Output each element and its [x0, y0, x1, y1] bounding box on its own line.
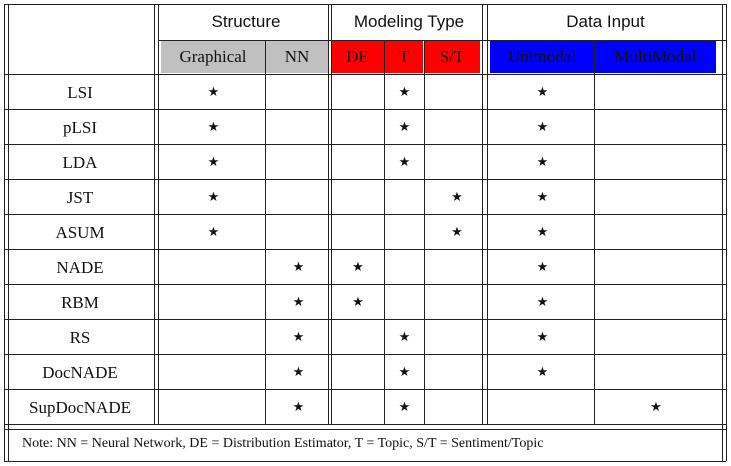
star-mark-icon: ★ [352, 295, 364, 310]
model-name: LSI [67, 82, 93, 102]
grid-line [4, 74, 726, 75]
grid-line [4, 354, 726, 355]
grid-line [4, 4, 5, 461]
star-mark-icon: ★ [207, 225, 220, 240]
grid-line [726, 4, 727, 461]
star-mark-icon: ★ [451, 225, 463, 240]
star-mark-icon: ★ [536, 190, 549, 205]
grid-line [4, 429, 726, 430]
grid-line [4, 424, 726, 425]
subheader-st: S/T [424, 41, 480, 73]
star-mark-icon: ★ [536, 85, 549, 100]
star-mark-icon: ★ [536, 365, 549, 380]
star-mark-icon: ★ [536, 330, 549, 345]
group-structure: Structure [211, 12, 281, 31]
grid-line [265, 40, 266, 425]
grid-line [4, 144, 726, 145]
star-mark-icon: ★ [650, 400, 662, 415]
subheader-t: T [385, 41, 423, 73]
grid-line [4, 461, 726, 462]
grid-line [4, 4, 726, 5]
model-name: RBM [61, 292, 99, 312]
star-mark-icon: ★ [292, 365, 305, 380]
star-mark-icon: ★ [536, 225, 549, 240]
model-name: SupDocNADE [29, 397, 131, 417]
star-mark-icon: ★ [398, 155, 411, 170]
model-name: DocNADE [42, 362, 118, 382]
grid-line [4, 319, 726, 320]
model-name: JST [66, 187, 94, 207]
model-name: NADE [56, 257, 104, 277]
star-mark-icon: ★ [451, 190, 463, 205]
star-mark-icon: ★ [207, 120, 220, 135]
star-mark-icon: ★ [398, 330, 411, 345]
grid-line [8, 4, 9, 461]
grid-line [594, 40, 595, 425]
grid-line [4, 389, 726, 390]
subheader-unimodal: Unimodal [490, 41, 594, 73]
group-modeling-type: Modeling Type [353, 12, 465, 31]
model-comparison-table: Structure Modeling Type Data Input Graph… [4, 4, 727, 462]
star-mark-icon: ★ [207, 85, 220, 100]
star-mark-icon: ★ [398, 365, 411, 380]
model-name: pLSI [63, 117, 97, 137]
star-mark-icon: ★ [536, 120, 549, 135]
grid-line [384, 40, 385, 425]
star-mark-icon: ★ [398, 400, 411, 415]
star-mark-icon: ★ [292, 330, 305, 345]
grid-line [424, 40, 425, 425]
grid-line [4, 214, 726, 215]
subheader-de: DE [331, 41, 384, 73]
model-name: ASUM [55, 222, 105, 242]
star-mark-icon: ★ [536, 295, 549, 310]
grid-line [4, 249, 726, 250]
star-mark-icon: ★ [292, 400, 305, 415]
grid-line [4, 284, 726, 285]
star-mark-icon: ★ [292, 260, 305, 275]
grid-line [722, 4, 723, 461]
subheader-multimodal: MultiModal [595, 41, 716, 73]
star-mark-icon: ★ [398, 120, 411, 135]
star-mark-icon: ★ [398, 85, 411, 100]
grid-line [4, 179, 726, 180]
subheader-nn: NN [266, 41, 328, 73]
grid-line [4, 109, 726, 110]
group-data-input: Data Input [566, 12, 645, 31]
star-mark-icon: ★ [207, 155, 220, 170]
star-mark-icon: ★ [292, 295, 305, 310]
grid-line [158, 40, 726, 41]
star-mark-icon: ★ [536, 155, 549, 170]
model-name: LDA [62, 152, 98, 172]
star-mark-icon: ★ [207, 190, 220, 205]
subheader-graphical: Graphical [161, 41, 265, 73]
table-note: Note: NN = Neural Network, DE = Distribu… [22, 436, 544, 451]
star-mark-icon: ★ [352, 260, 364, 275]
model-name: RS [69, 327, 91, 347]
star-mark-icon: ★ [536, 260, 549, 275]
